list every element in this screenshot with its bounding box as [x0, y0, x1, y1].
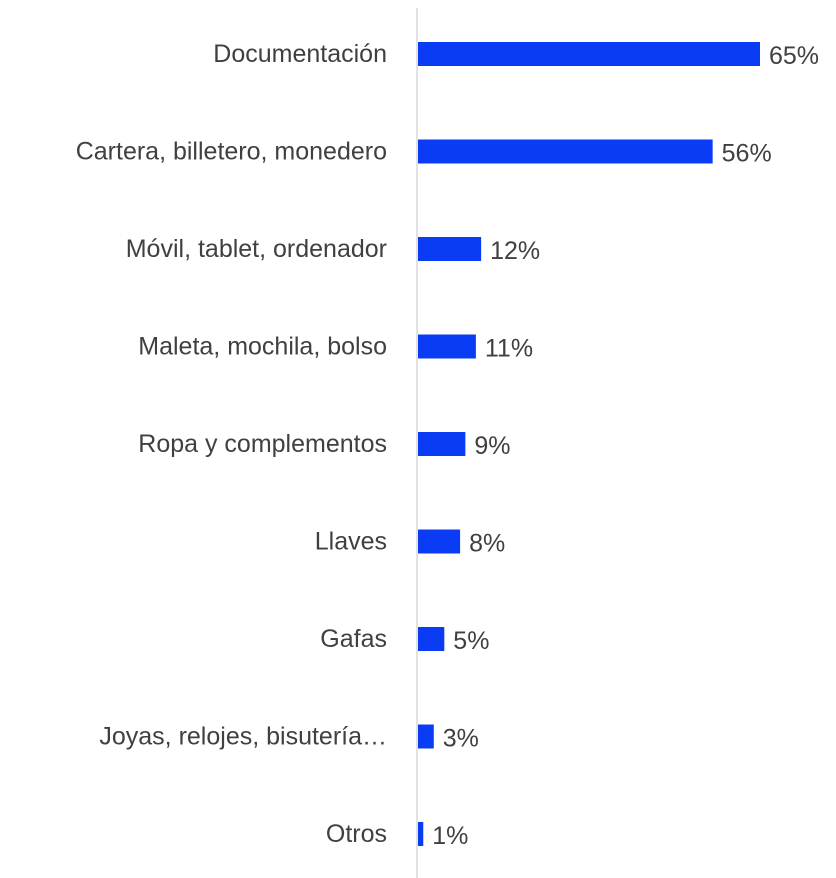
value-label: 65% [769, 42, 819, 70]
bar [418, 237, 482, 261]
bar [418, 724, 434, 749]
category-label: Documentación [213, 40, 387, 68]
value-label: 9% [474, 432, 510, 460]
bar [418, 139, 713, 164]
value-label: 11% [485, 335, 533, 363]
value-label: 3% [443, 725, 479, 753]
category-labels-group: Documentación Cartera, billetero, moneder… [76, 40, 387, 848]
value-labels-group: 65% 56% 12% 11% 9% 8% 5% 3% 1% [432, 42, 819, 850]
bar [418, 529, 461, 554]
category-label: Ropa y complementos [138, 430, 387, 458]
category-label: Cartera, billetero, monedero [76, 138, 387, 166]
bar [418, 432, 466, 456]
category-label: Móvil, tablet, ordenador [126, 235, 387, 263]
category-label: Gafas [320, 625, 387, 653]
bar [418, 627, 445, 651]
value-label: 12% [490, 237, 540, 265]
category-label: Joyas, relojes, bisutería… [99, 723, 387, 751]
value-label: 8% [469, 530, 505, 558]
category-label: Otros [326, 820, 387, 848]
bars-group [418, 42, 760, 846]
bar [418, 822, 424, 846]
category-label: Llaves [315, 528, 387, 556]
value-label: 1% [432, 822, 468, 850]
category-label: Maleta, mochila, bolso [138, 333, 387, 361]
bar [418, 334, 476, 359]
value-label: 5% [453, 627, 489, 655]
value-label: 56% [722, 140, 772, 168]
bar [418, 42, 760, 66]
